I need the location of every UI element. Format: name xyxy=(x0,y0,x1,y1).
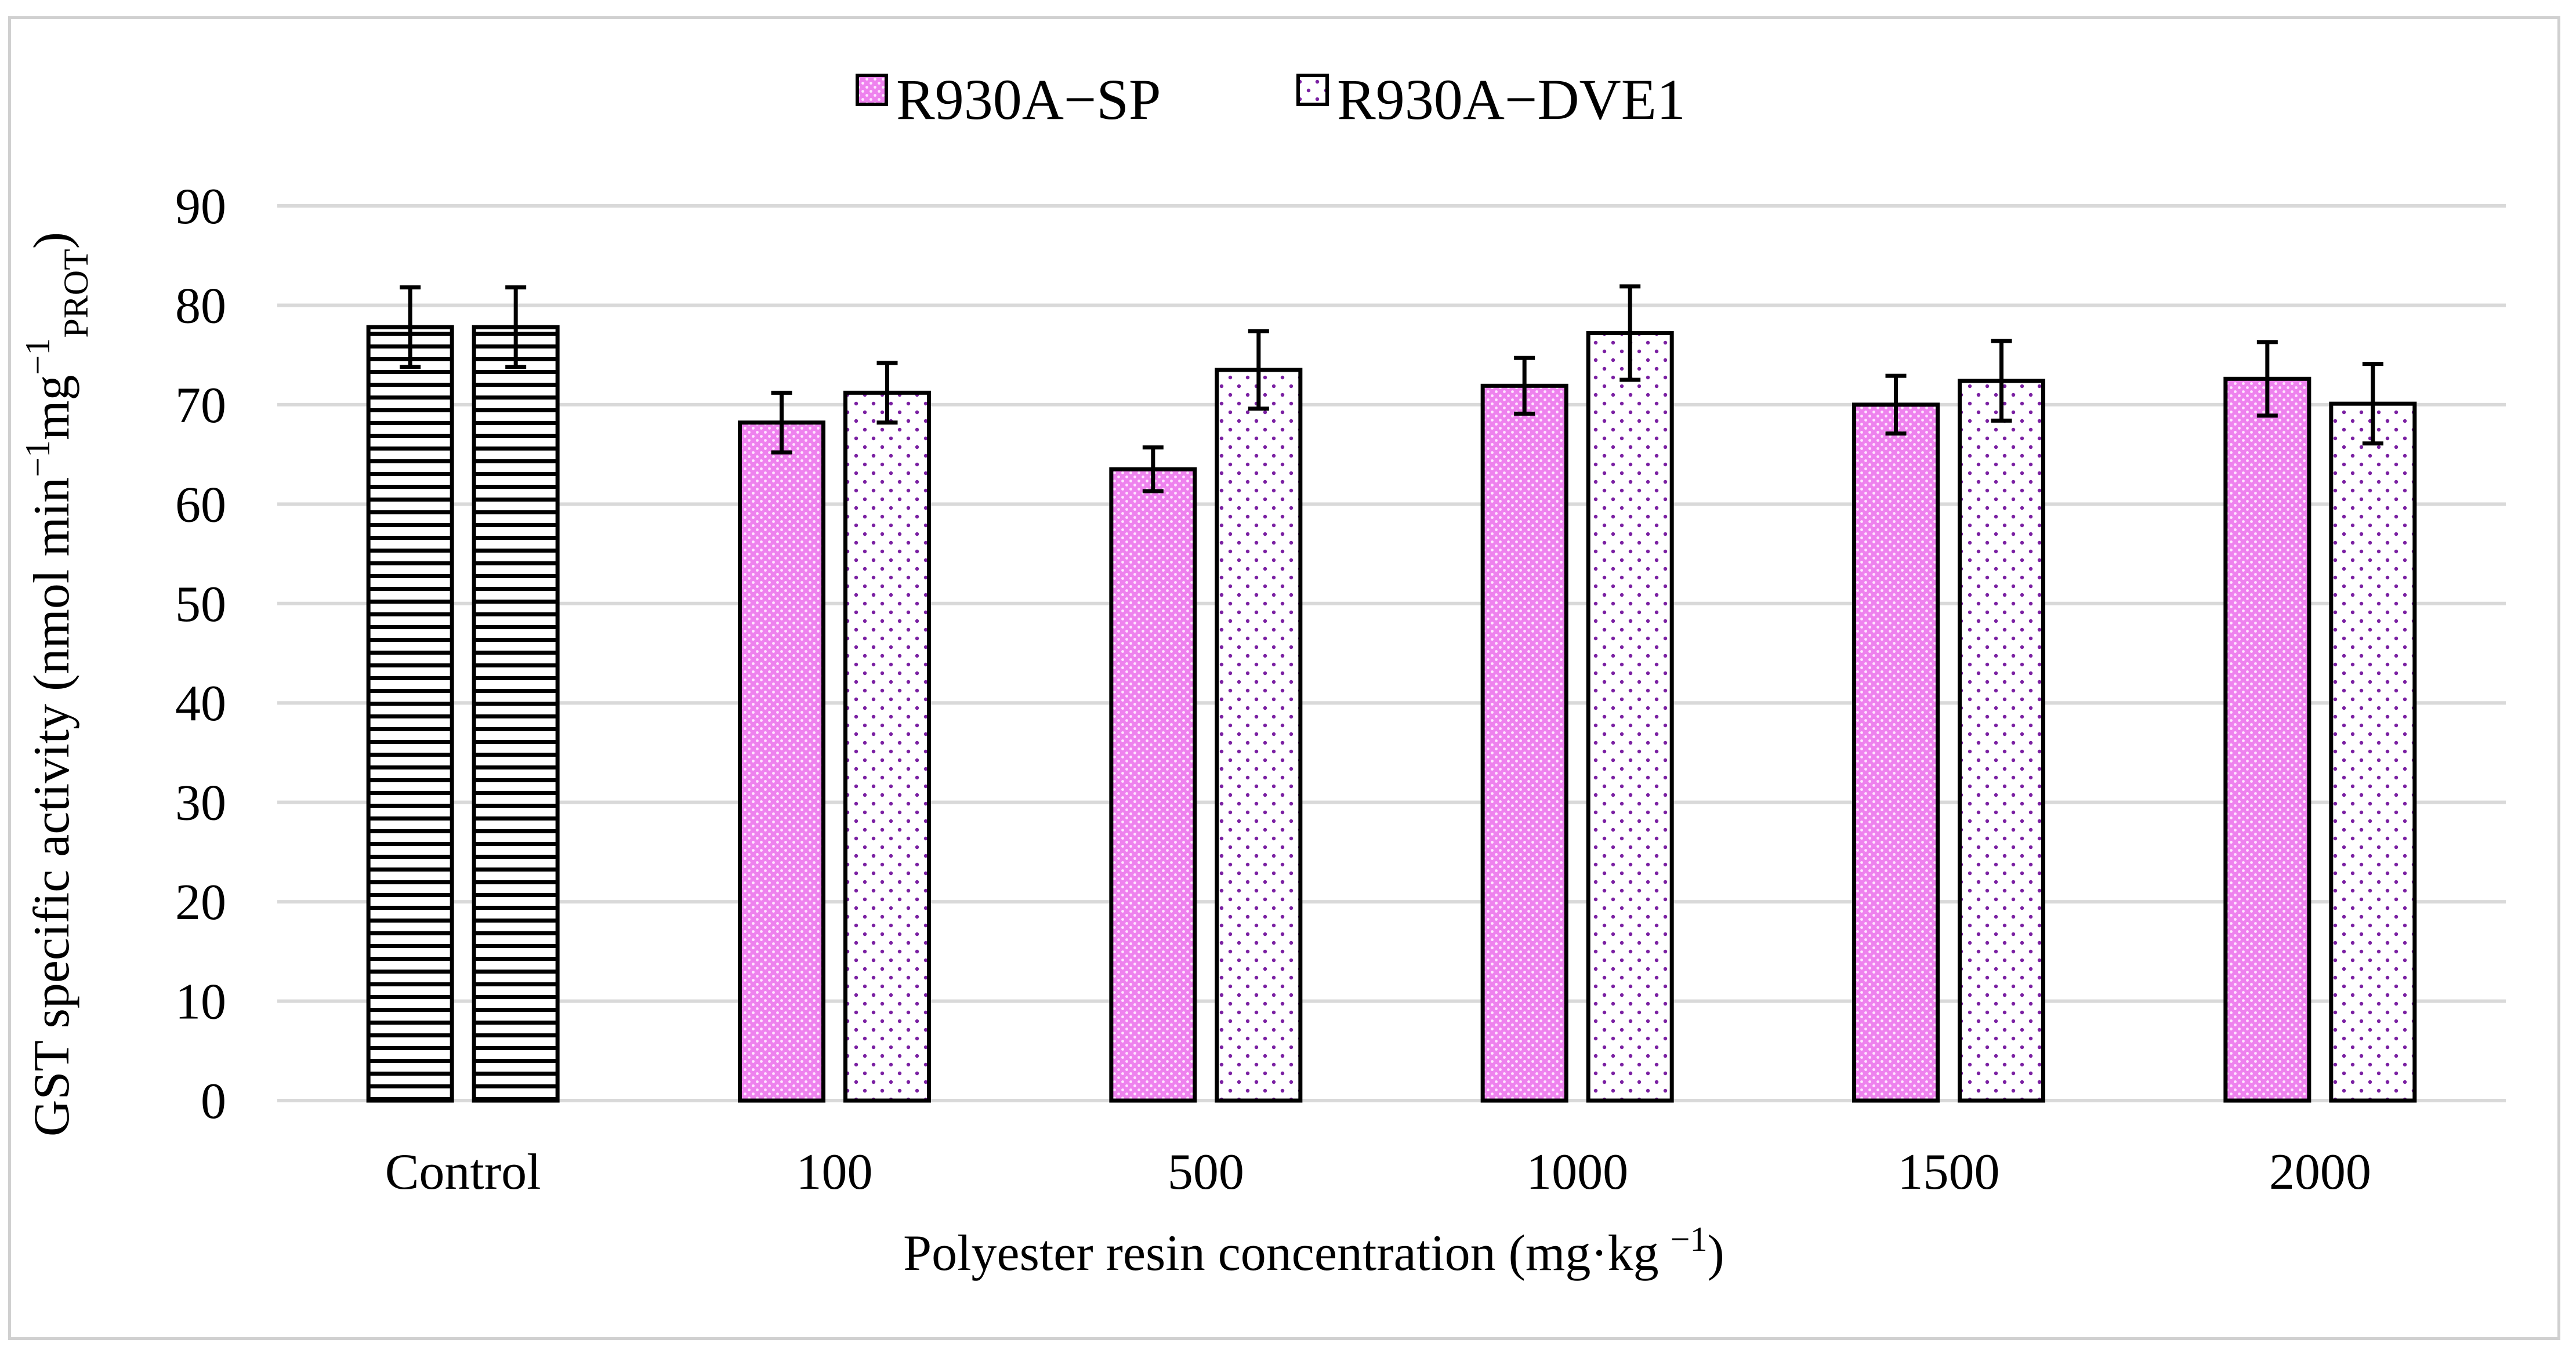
y-axis-ticks: 0 10 20 30 40 50 60 70 80 90 xyxy=(175,179,226,1130)
error-bar xyxy=(1514,355,1535,416)
bar-dve xyxy=(472,325,560,1103)
error-bar xyxy=(400,285,421,369)
error-bar xyxy=(1248,329,1269,411)
bars xyxy=(366,325,2417,1103)
y-axis-title: GST specific activity (nmol min−1mg−1PRO… xyxy=(19,232,95,1137)
bar-sp xyxy=(2223,376,2311,1103)
gridlines xyxy=(277,204,2506,1102)
bar-dve xyxy=(843,390,931,1103)
legend-label-dve: R930A−DVE1 xyxy=(1337,67,1686,132)
error-bar xyxy=(2256,340,2278,418)
bar-sp xyxy=(738,420,825,1103)
y-tick-label: 30 xyxy=(175,775,226,832)
bar-sp xyxy=(1480,383,1568,1103)
error-bar xyxy=(771,390,792,455)
legend-swatch-dve xyxy=(1296,74,1329,106)
y-tick-label: 90 xyxy=(175,179,226,235)
bar-sp xyxy=(366,325,454,1103)
bar-dve xyxy=(1215,368,1303,1103)
legend-swatch-sp xyxy=(856,74,888,106)
y-tick-label: 20 xyxy=(175,874,226,931)
x-tick-label: 1500 xyxy=(1898,1144,2000,1200)
y-tick-label: 80 xyxy=(175,278,226,334)
x-axis-title: Polyester resin concentration (mg·kg −1) xyxy=(903,1220,1724,1282)
legend-label-sp: R930A−SP xyxy=(896,67,1161,132)
error-bars xyxy=(400,284,2383,493)
y-tick-label: 60 xyxy=(175,477,226,533)
y-tick-label: 50 xyxy=(175,576,226,633)
bar-dve xyxy=(2329,401,2417,1103)
error-bar xyxy=(1991,339,2012,423)
error-bar xyxy=(1619,284,1641,382)
y-tick-label: 70 xyxy=(175,377,226,434)
bar-sp xyxy=(1109,467,1197,1103)
y-tick-label: 10 xyxy=(175,974,226,1030)
x-tick-label: 2000 xyxy=(2269,1144,2371,1200)
x-tick-label: 100 xyxy=(796,1144,873,1200)
x-tick-label: Control xyxy=(385,1144,541,1200)
x-tick-label: 1000 xyxy=(1526,1144,1628,1200)
legend: R930A−SP R930A−DVE1 xyxy=(856,67,1686,132)
bar-sp xyxy=(1852,402,1940,1103)
error-bar xyxy=(1885,373,1907,436)
x-axis-categories: Control 100 500 1000 1500 2000 xyxy=(385,1144,2371,1200)
y-tick-label: 0 xyxy=(201,1073,226,1130)
y-tick-label: 40 xyxy=(175,676,226,732)
bar-dve xyxy=(1586,331,1674,1103)
x-tick-label: 500 xyxy=(1168,1144,1244,1200)
bar-dve xyxy=(1958,379,2045,1103)
error-bar xyxy=(876,361,898,425)
error-bar xyxy=(1142,445,1164,493)
error-bar xyxy=(505,285,527,369)
error-bar xyxy=(2362,362,2383,446)
